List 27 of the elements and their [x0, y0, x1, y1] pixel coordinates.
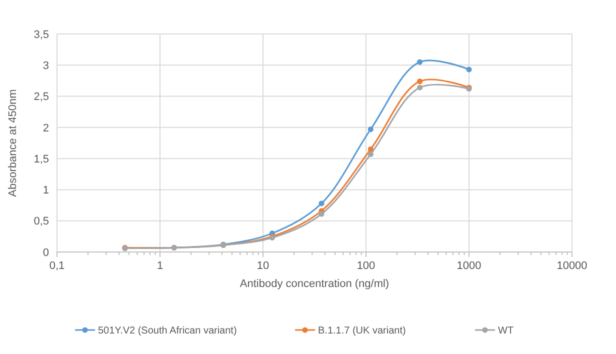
x-tick-label: 100 [356, 260, 376, 272]
x-axis-title: Antibody concentration (ng/ml) [240, 278, 390, 290]
y-tick-label: 1,5 [34, 153, 49, 166]
point [417, 59, 423, 65]
point [417, 78, 423, 84]
point [417, 84, 423, 90]
point [318, 211, 324, 217]
y-tick-label: 3,5 [34, 28, 49, 41]
y-tick-label: 3 [42, 60, 49, 72]
y-tick-label: 2,5 [34, 91, 49, 104]
point [368, 126, 374, 132]
x-tick-label: 0,1 [49, 260, 65, 272]
legend-label: 501Y.V2 (South African variant) [98, 326, 237, 336]
y-tick-label: 2 [42, 122, 49, 134]
y-tick-label: 0,5 [34, 216, 49, 228]
legend-label: WT [498, 326, 514, 336]
x-tick-label: 10000 [556, 260, 588, 272]
x-tick-label: 1000 [456, 260, 482, 272]
x-tick-label: 1 [156, 260, 164, 272]
y-tick-label: 1 [42, 184, 49, 197]
point [318, 200, 324, 206]
point [466, 66, 472, 72]
legend-label: B.1.1.7 (UK variant) [318, 326, 406, 336]
y-tick-label: 0 [42, 246, 49, 259]
x-tick-label: 10 [256, 260, 270, 272]
y-axis-title: Absorbance at 450nm [7, 89, 19, 197]
point [368, 151, 374, 158]
